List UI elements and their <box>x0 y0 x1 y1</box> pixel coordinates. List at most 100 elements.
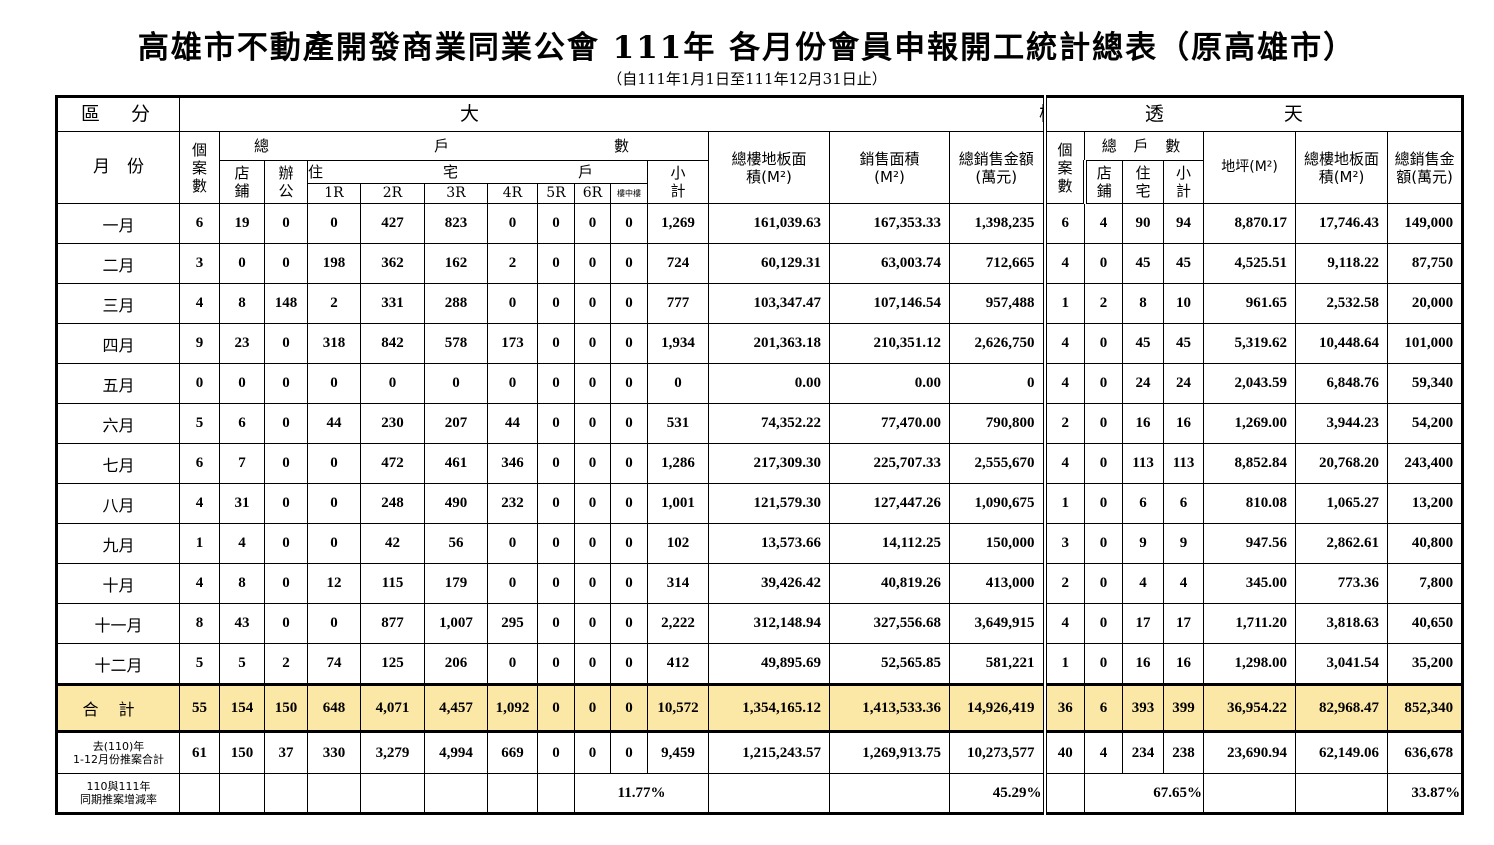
table-cell: 13,573.66 <box>708 523 830 564</box>
table-cell: 961.65 <box>1203 283 1297 324</box>
table-cell: 5 <box>179 403 220 444</box>
table-cell: 3,649,915 <box>948 603 1046 644</box>
table-cell: 206 <box>424 643 488 685</box>
table-cell: 148 <box>264 283 308 324</box>
table-cell: 107,146.54 <box>829 283 950 324</box>
table-cell: 150,000 <box>948 523 1046 564</box>
table-cell: 8 <box>179 603 220 644</box>
table-cell: 198 <box>307 243 361 284</box>
cell <box>264 773 308 814</box>
table-cell: 60,129.31 <box>708 243 830 284</box>
cell <box>829 773 950 814</box>
table-cell: 59,340 <box>1387 363 1464 404</box>
cell <box>1295 773 1389 814</box>
table-cell: 154 <box>219 683 265 732</box>
month-label: 五月 <box>56 363 180 404</box>
table-cell: 0 <box>219 243 265 284</box>
header-region: 區 分 <box>56 96 180 132</box>
table-cell: 0.00 <box>708 363 830 404</box>
header-t-subtotal: 小計 <box>1163 160 1205 204</box>
table-cell: 312,148.94 <box>708 603 830 644</box>
table-cell: 412 <box>647 643 709 685</box>
table-cell: 217,309.30 <box>708 443 830 484</box>
header-building: 大樓 <box>178 96 1046 132</box>
table-cell: 0 <box>537 603 575 644</box>
table-cell: 10 <box>1163 283 1205 324</box>
table-cell: 0 <box>537 443 575 484</box>
table-cell: 1,090,675 <box>948 483 1046 524</box>
table-cell: 14,926,419 <box>948 683 1046 732</box>
table-cell: 0 <box>537 243 575 284</box>
table-cell: 0 <box>179 363 220 404</box>
table-cell: 0 <box>574 243 611 284</box>
month-label: 九月 <box>56 523 180 564</box>
table-cell: 1 <box>1042 643 1086 685</box>
table-cell: 2 <box>307 283 361 324</box>
table-cell: 0 <box>264 363 308 404</box>
table-row: 六月 5 6 0 44 230 207 44 0 0 0 531 74,352.22 77,470.00 7… <box>56 403 1464 444</box>
table-cell: 957,488 <box>948 283 1046 324</box>
cell <box>537 773 575 814</box>
table-row: 七月 6 7 0 0 472 461 346 0 0 0 1,286 217,309.30 225,707… <box>56 443 1464 484</box>
table-cell: 2 <box>1084 283 1124 324</box>
header-office: 辦公 <box>264 160 308 204</box>
table-cell: 94 <box>1163 203 1205 244</box>
cell <box>1203 773 1297 814</box>
table-cell: 0 <box>1084 363 1124 404</box>
table-cell: 6 <box>1122 483 1165 524</box>
table-cell: 852,340 <box>1387 683 1464 732</box>
table-cell: 10,448.64 <box>1295 323 1389 364</box>
table-cell: 0 <box>610 283 648 324</box>
table-cell: 232 <box>487 483 538 524</box>
table-cell: 2,626,750 <box>948 323 1046 364</box>
month-label: 一月 <box>56 203 180 244</box>
table-cell: 295 <box>487 603 538 644</box>
table-cell: 0 <box>537 363 575 404</box>
table-cell: 0 <box>537 563 575 604</box>
table-cell: 0 <box>360 363 425 404</box>
table-cell: 0 <box>574 563 611 604</box>
table-cell: 578 <box>424 323 488 364</box>
table-cell: 201,363.18 <box>708 323 830 364</box>
table-cell: 0 <box>487 643 538 685</box>
header-room-1r: 1R <box>307 183 361 204</box>
table-cell: 6 <box>1084 683 1124 732</box>
cell <box>708 773 830 814</box>
table-cell: 0 <box>610 243 648 284</box>
table-cell: 173 <box>487 323 538 364</box>
table-cell: 2,043.59 <box>1203 363 1297 404</box>
table-cell: 207 <box>424 403 488 444</box>
table-cell: 1 <box>179 523 220 564</box>
table-cell: 0 <box>264 243 308 284</box>
table-cell: 0 <box>307 363 361 404</box>
table-cell: 0 <box>487 563 538 604</box>
table-cell: 1,269.00 <box>1203 403 1297 444</box>
table-cell: 4,525.51 <box>1203 243 1297 284</box>
header-t-shop: 店鋪 <box>1082 160 1124 204</box>
table-cell: 230 <box>360 403 425 444</box>
table-cell: 0 <box>537 403 575 444</box>
table-cell: 0 <box>264 323 308 364</box>
table-cell: 45 <box>1163 323 1205 364</box>
table-cell: 0 <box>537 483 575 524</box>
table-cell: 648 <box>307 683 361 732</box>
table-cell: 9,459 <box>647 730 709 774</box>
table-row: 五月 0 0 0 0 0 0 0 0 0 0 0 0.00 0.00 0 4 0 24 24 2,043.59 6,84… <box>56 363 1464 404</box>
header-floor-area: 總樓地板面積(M²) <box>708 131 830 204</box>
table-cell: 45 <box>1122 243 1165 284</box>
table-cell: 0 <box>537 283 575 324</box>
table-cell: 0 <box>1084 323 1124 364</box>
table-cell: 74 <box>307 643 361 685</box>
table-cell: 790,800 <box>948 403 1046 444</box>
table-cell: 1,001 <box>647 483 709 524</box>
table-cell: 0 <box>574 643 611 685</box>
month-label: 四月 <box>56 323 180 364</box>
cell <box>307 773 361 814</box>
table-cell: 1,269 <box>647 203 709 244</box>
table-cell: 3,818.63 <box>1295 603 1389 644</box>
label-line2: 1-12月份推案合計 <box>73 753 164 766</box>
table-cell: 1 <box>1042 483 1086 524</box>
table-cell: 413,000 <box>948 563 1046 604</box>
table-cell: 427 <box>360 203 425 244</box>
month-label: 六月 <box>56 403 180 444</box>
